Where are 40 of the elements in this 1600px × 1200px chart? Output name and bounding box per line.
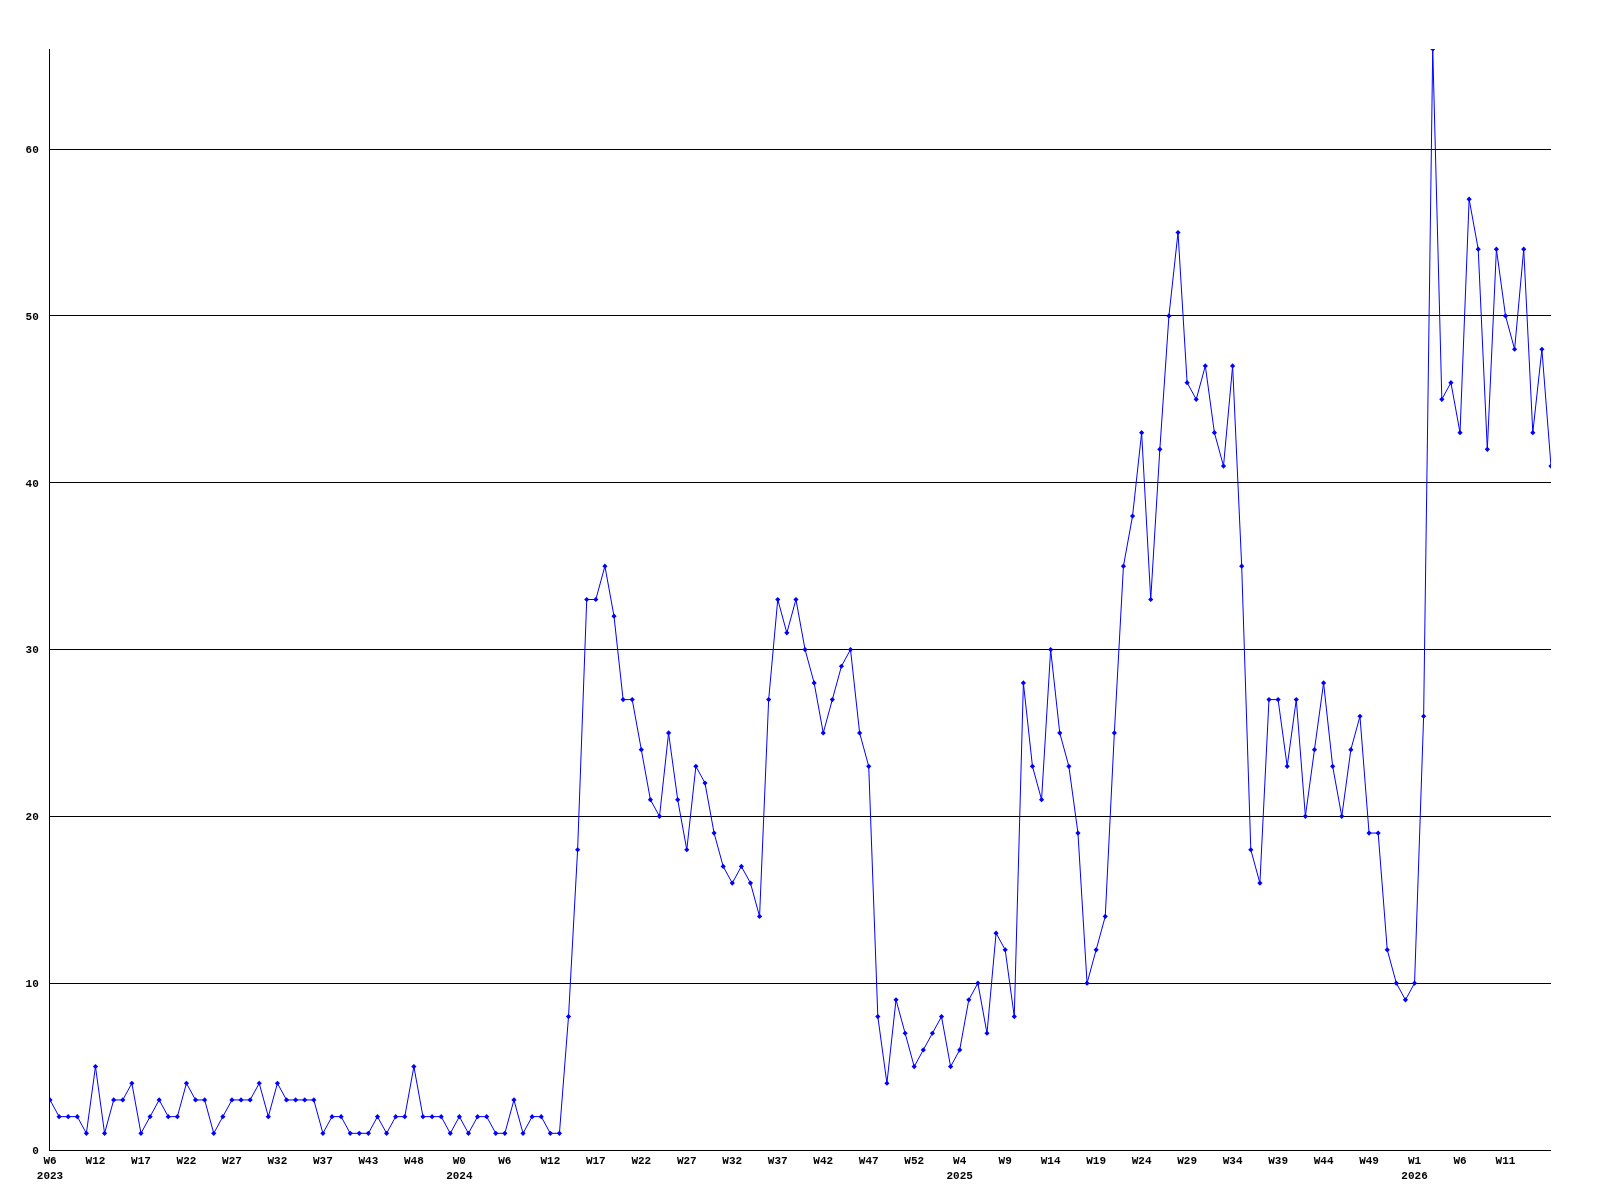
x-tick-label: W22 — [631, 1155, 652, 1168]
x-tick-label: W11 — [1495, 1155, 1516, 1168]
x-tick-label: W32 — [267, 1155, 288, 1168]
x-tick-label: W44 — [1313, 1155, 1334, 1168]
y-tick-label: 60 — [25, 143, 39, 156]
x-tick-label: W43 — [358, 1155, 379, 1168]
x-tick-label: W0 2024 — [446, 1155, 473, 1182]
x-tick-label: W42 — [813, 1155, 834, 1168]
x-tick-label: W9 — [998, 1155, 1012, 1168]
x-tick-label: W37 — [313, 1155, 333, 1168]
x-tick-label: W52 — [904, 1155, 925, 1168]
x-tick-label: W29 — [1177, 1155, 1198, 1168]
x-tick-label: W6 — [498, 1155, 512, 1168]
x-tick-label: W19 — [1086, 1155, 1107, 1168]
x-tick-label: W49 — [1359, 1155, 1379, 1168]
y-tick-label: 40 — [25, 477, 39, 490]
x-tick-label: W27 — [676, 1155, 697, 1168]
x-tick-label: W6 2023 — [36, 1155, 64, 1182]
x-tick-label: W17 — [131, 1155, 151, 1168]
y-tick-label: 50 — [25, 310, 39, 323]
x-tick-label: W34 — [1222, 1155, 1243, 1168]
x-tick-label: W12 — [85, 1155, 106, 1168]
x-tick-label: W48 — [403, 1155, 425, 1168]
y-tick-label: 20 — [25, 811, 39, 824]
x-tick-label: W17 — [585, 1155, 606, 1168]
x-tick-label: W24 — [1131, 1155, 1152, 1168]
x-tick-label: W37 — [767, 1155, 788, 1168]
y-tick-label: 30 — [25, 644, 39, 657]
x-tick-label: W22 — [176, 1155, 197, 1168]
x-tick-label: W32 — [722, 1155, 743, 1168]
x-tick-label: W27 — [222, 1155, 242, 1168]
y-tick-label: 0 — [32, 1144, 39, 1157]
x-tick-label: W12 — [540, 1155, 561, 1168]
x-tick-label: W4 2025 — [946, 1155, 974, 1182]
x-tick-label: W6 — [1453, 1155, 1467, 1168]
x-tick-label: W14 — [1040, 1155, 1061, 1168]
y-tick-label: 10 — [25, 978, 39, 991]
x-tick-label: W39 — [1268, 1155, 1288, 1168]
x-tick-label: W1 2026 — [1401, 1155, 1428, 1182]
x-tick-label: W47 — [858, 1155, 879, 1168]
